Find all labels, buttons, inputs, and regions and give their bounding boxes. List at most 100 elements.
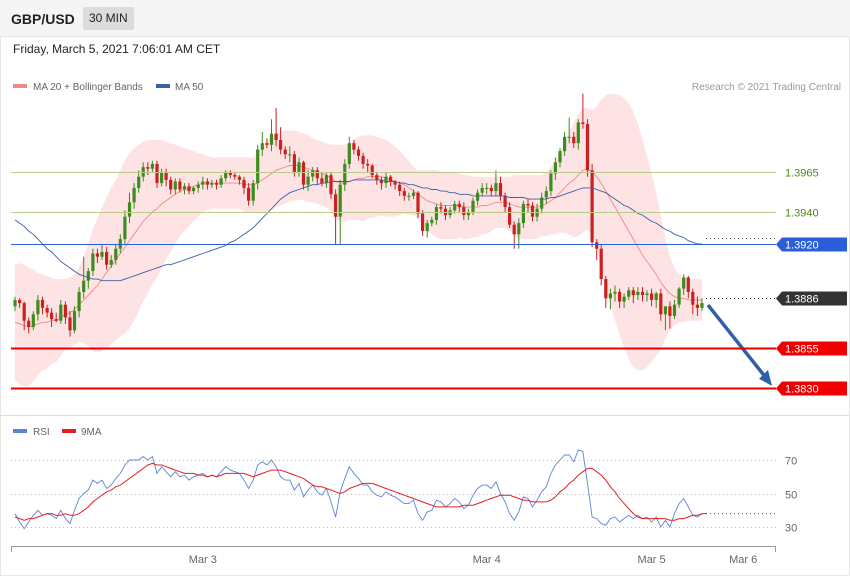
candle-bear <box>572 136 576 144</box>
candle-bear <box>402 191 406 196</box>
candle-bear <box>68 317 72 331</box>
candle-bear <box>18 299 22 304</box>
candle-bull <box>544 191 548 198</box>
candle-bear <box>50 312 54 320</box>
candle-bear <box>416 192 420 214</box>
candle-bull <box>251 183 255 201</box>
x-tick-label: Mar 4 <box>473 554 501 566</box>
candle-bull <box>700 303 704 308</box>
timeframe-button[interactable]: 30 MIN <box>83 7 134 30</box>
candle-bear <box>274 133 278 140</box>
candle-bear <box>361 155 365 164</box>
candle-bull <box>613 291 617 294</box>
candle-bull <box>114 248 118 260</box>
rsi-tick-label: 70 <box>785 456 797 468</box>
level-label-1.3920: 1.3920 <box>785 240 819 252</box>
candle-bear <box>265 143 269 145</box>
candle-bull <box>201 181 205 185</box>
candle-bear <box>631 290 635 296</box>
candle-bull <box>72 311 77 331</box>
candle-bear <box>95 253 99 257</box>
candle-bear <box>421 213 425 232</box>
candle-bull <box>453 203 457 211</box>
rsi-tick-label: 50 <box>785 490 797 502</box>
candle-bear <box>283 149 287 155</box>
ma50-legend-label: MA 50 <box>175 82 204 93</box>
candle-bear <box>63 304 67 318</box>
candle-bear <box>375 175 379 180</box>
candle-bear <box>393 181 397 185</box>
candle-bear <box>334 194 338 217</box>
rsi-ma-legend-swatch <box>62 429 76 433</box>
candle-bull <box>137 176 141 188</box>
candle-bull <box>219 178 223 185</box>
rsi-tick-label: 30 <box>785 523 797 535</box>
level-tag-1.3855 <box>776 341 847 356</box>
candle-bear <box>187 186 191 192</box>
candle-bear <box>650 293 654 300</box>
candle-bear <box>439 207 443 209</box>
candle-bull <box>425 223 429 232</box>
candle-bull <box>141 167 145 177</box>
candle-bull <box>311 170 315 177</box>
candle-bull <box>192 187 196 192</box>
candle-bear <box>640 291 645 296</box>
candle-bear <box>508 207 512 225</box>
candle-bear <box>695 304 699 308</box>
candle-bull <box>384 176 388 184</box>
candle-bull <box>306 176 310 185</box>
candle-bear <box>691 291 695 305</box>
candle-bear <box>45 307 49 313</box>
candle-bull <box>173 181 177 190</box>
candle-bull <box>260 143 264 150</box>
candle-bear <box>315 170 319 179</box>
candle-bear <box>164 171 168 180</box>
candle-bull <box>434 207 438 220</box>
candle-bear <box>389 176 393 182</box>
candle-bear <box>590 170 594 243</box>
rsi-ma-line <box>14 462 707 521</box>
candle-bull <box>645 293 649 296</box>
candle-bear <box>228 171 232 176</box>
candles <box>13 93 704 337</box>
candle-bear <box>205 181 209 185</box>
candle-bull <box>347 143 351 164</box>
candle-bear <box>526 203 530 206</box>
candle-bear <box>155 163 159 184</box>
ma50-legend-swatch <box>156 84 170 88</box>
candle-bull <box>118 239 122 249</box>
rsi-line <box>14 449 703 530</box>
candle-bull <box>36 299 40 315</box>
candle-bear <box>233 175 237 177</box>
candle-bull <box>682 277 686 289</box>
candle-bear <box>169 179 173 190</box>
candle-bull <box>150 163 154 169</box>
bollinger-band <box>15 93 702 387</box>
candle-bull <box>563 136 567 152</box>
candle-bull <box>517 223 521 235</box>
candle-bull <box>127 202 132 217</box>
ma20-legend-swatch <box>13 84 27 88</box>
candle-bear <box>178 181 182 190</box>
candle-bull <box>466 211 470 216</box>
candle-bull <box>494 183 498 192</box>
candle-bull <box>430 219 434 224</box>
candle-bull <box>567 136 571 138</box>
candle-bull <box>77 291 81 312</box>
candle-bear <box>54 319 58 321</box>
candle-bull <box>59 304 63 321</box>
candle-bear <box>503 195 507 208</box>
candle-bull <box>540 197 544 209</box>
candle-bear <box>320 178 324 184</box>
level-label-1.3855: 1.3855 <box>785 344 819 356</box>
candle-bear <box>398 184 402 192</box>
candle-bear <box>356 149 361 156</box>
level-tag-1.3886 <box>776 291 847 306</box>
forecast-arrow-head <box>759 369 772 386</box>
candle-bear <box>489 187 493 192</box>
candle-bull <box>558 151 562 163</box>
candle-bull <box>485 187 489 189</box>
candle-bear <box>659 293 663 315</box>
levels-layer: 1.3965 1.3940 1.3920 1.3886 1.3855 1.3830 <box>11 168 847 396</box>
